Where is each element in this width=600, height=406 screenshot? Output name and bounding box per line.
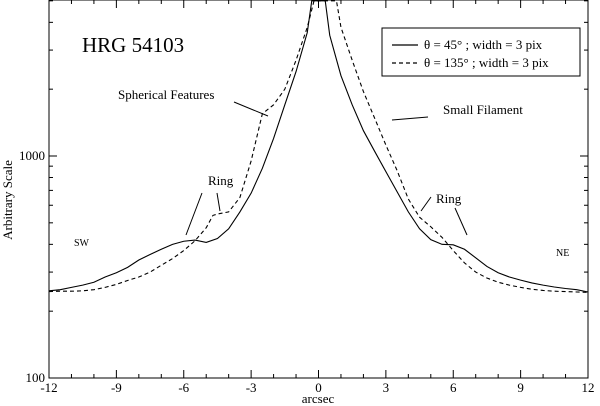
ticks: -12 -9 -6 -3 0 3 6 9 12 100 1000	[19, 0, 595, 395]
x-axis-label: arcsec	[302, 391, 335, 406]
legend-label-solid: θ = 45° ; width = 3 pix	[424, 37, 543, 52]
annotation-leader-small-filament	[391, 116, 429, 121]
annotation-ring-right: Ring	[436, 191, 462, 206]
annotation-small-filament: Small Filament	[443, 102, 523, 117]
y-axis-label: Arbitrary Scale	[0, 160, 15, 240]
legend-label-dashed: θ = 135° ; width = 3 pix	[424, 55, 549, 70]
series-layer	[48, 0, 589, 293]
x-tick-label: 0	[315, 380, 322, 395]
annotation-spherical-features: Spherical Features	[118, 87, 214, 102]
annotation-leader-ring-right-1	[420, 196, 432, 212]
legend: θ = 45° ; width = 3 pix θ = 135° ; width…	[381, 27, 581, 77]
annotation-leader-spherical	[233, 101, 269, 117]
chart-title: HRG 54103	[82, 33, 184, 57]
x-tick-label: 9	[517, 380, 524, 395]
annotation-ne: NE	[556, 248, 569, 259]
x-tick-label: -9	[111, 380, 122, 395]
x-tick-label: 6	[450, 380, 457, 395]
x-tick-label: -6	[178, 380, 189, 395]
annotation-leader-ring-left-2	[216, 192, 221, 212]
legend-box	[381, 27, 581, 77]
y-tick-label: 1000	[19, 148, 45, 163]
y-tick-label: 100	[26, 370, 46, 385]
x-tick-label: -3	[246, 380, 257, 395]
annotation-leader-ring-left-1	[185, 192, 203, 236]
annotation-leader-ring-right-2	[454, 207, 468, 236]
x-tick-label: 3	[383, 380, 390, 395]
annotation-sw: SW	[74, 238, 90, 249]
x-tick-label: -12	[40, 380, 57, 395]
x-tick-label: 12	[582, 380, 595, 395]
annotation-ring-left: Ring	[208, 173, 234, 188]
